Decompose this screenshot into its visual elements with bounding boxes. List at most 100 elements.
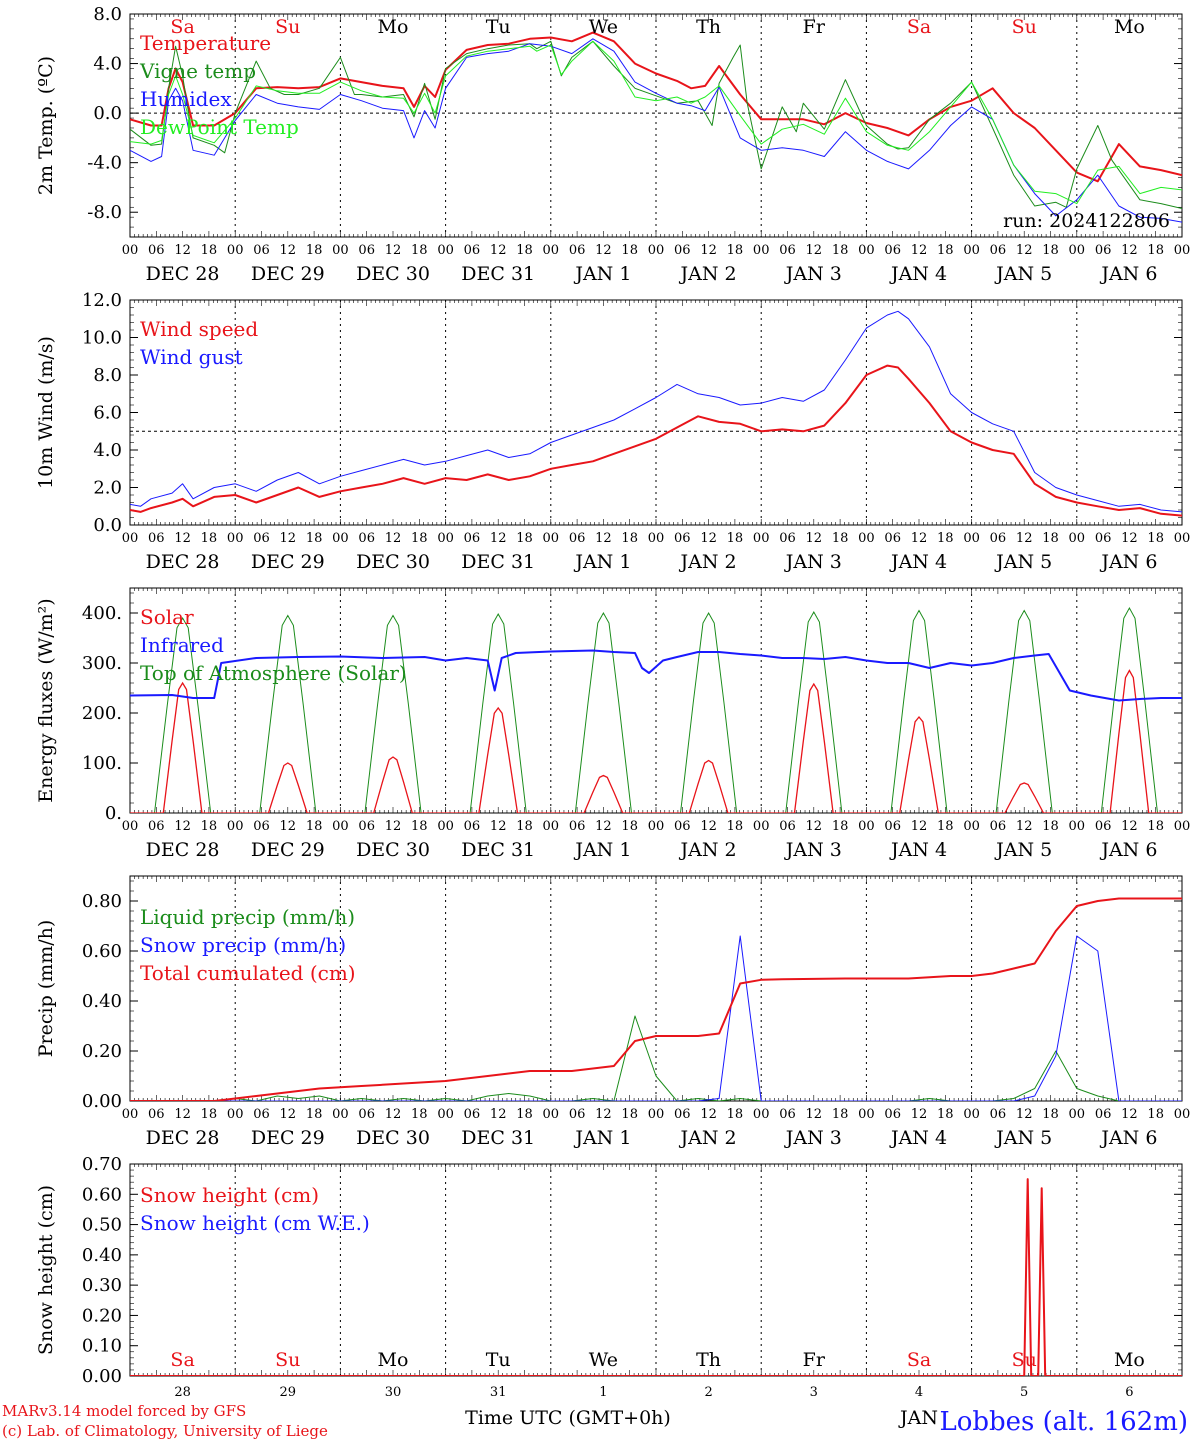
legend-entry: Liquid precip (mm/h) [140, 905, 355, 929]
hour-label: 00 [753, 819, 770, 834]
day-name: Th [696, 16, 721, 38]
date-label: DEC 28 [146, 839, 220, 861]
y-tick-label: -4.0 [87, 153, 122, 174]
model-credit: MARv3.14 model forced by GFS [2, 1402, 246, 1420]
date-label: DEC 30 [356, 839, 430, 861]
hour-label: 00 [227, 243, 244, 258]
day-name: Fr [803, 1349, 826, 1371]
hour-label: 06 [990, 1107, 1007, 1122]
hour-label: 12 [911, 243, 928, 258]
date-label: JAN 2 [679, 839, 737, 861]
panel-snow: 0.00 0.10 0.20 0.30 0.40 0.50 0.60 0.70 Snow hei… [35, 1154, 1183, 1429]
hour-label: 12 [911, 531, 928, 546]
y-tick-label: 2.0 [93, 478, 122, 499]
series-line-wind-gust [130, 310, 1182, 513]
hour-label: 12 [280, 819, 297, 834]
hour-label: 06 [990, 531, 1007, 546]
hour-label: 12 [280, 531, 297, 546]
y-tick-label: 0.20 [82, 1305, 122, 1326]
hour-label: 12 [280, 243, 297, 258]
hour-label: 06 [253, 531, 270, 546]
day-name: Sa [907, 16, 931, 38]
day-number: 31 [490, 1385, 507, 1400]
day-name: Sa [170, 1349, 194, 1371]
legend-entry: Total cumulated (cm) [140, 961, 356, 985]
hour-label: 18 [832, 819, 849, 834]
hour-label: 12 [595, 243, 612, 258]
legend-entry: Wind speed [140, 317, 258, 341]
hour-label: 18 [727, 1107, 744, 1122]
series-line-humidex [130, 38, 1182, 223]
hour-label: 00 [227, 819, 244, 834]
y-tick-label: 0.10 [82, 1336, 122, 1357]
date-label: JAN 1 [573, 839, 631, 861]
hour-label: 12 [174, 243, 191, 258]
date-label: JAN 6 [1099, 1127, 1157, 1149]
legend-entry: Wind gust [140, 345, 243, 369]
date-label: JAN 2 [679, 263, 737, 285]
date-label: DEC 28 [146, 263, 220, 285]
y-tick-label: 0.00 [82, 1091, 122, 1112]
hour-label: 06 [1095, 531, 1112, 546]
hour-label: 18 [727, 531, 744, 546]
hour-label: 12 [806, 243, 823, 258]
hour-label: 12 [700, 243, 717, 258]
date-label: JAN 3 [784, 551, 842, 573]
hour-label: 12 [595, 1107, 612, 1122]
panel-energy: 0. 100. 200. 300. 400. Energy fluxes (W/m²) So… [35, 587, 1190, 861]
series-group [130, 897, 1182, 1101]
hour-label: 18 [411, 1107, 428, 1122]
hour-label: 00 [858, 1107, 875, 1122]
y-tick-label: 4.0 [93, 54, 122, 75]
series-line-infrared [130, 649, 1182, 702]
hour-label: 06 [358, 531, 375, 546]
legend-entry: Infrared [140, 633, 224, 657]
date-label: DEC 28 [146, 1127, 220, 1149]
hour-label: 06 [884, 1107, 901, 1122]
hour-label: 00 [648, 819, 665, 834]
day-number: 28 [174, 1385, 191, 1400]
hour-label: 06 [148, 531, 165, 546]
day-name: Sa [170, 16, 194, 38]
x-axis-title: Time UTC (GMT+0h) [465, 1407, 671, 1429]
station-label: Lobbes (alt. 162m) [939, 1407, 1188, 1437]
hour-label: 18 [201, 1107, 218, 1122]
y-axis-title: Snow height (cm) [35, 1185, 57, 1355]
hour-label: 06 [884, 819, 901, 834]
hour-label: 18 [832, 531, 849, 546]
day-name: Mo [1114, 16, 1145, 38]
hour-label: 12 [1016, 243, 1033, 258]
hour-label: 18 [937, 243, 954, 258]
y-tick-label: 0.80 [82, 891, 122, 912]
hour-label: 18 [306, 531, 323, 546]
hour-label: 12 [1016, 1107, 1033, 1122]
y-tick-label: 0.70 [82, 1154, 122, 1175]
day-number: 5 [1020, 1385, 1028, 1400]
hour-label: 12 [385, 1107, 402, 1122]
hour-label: 12 [490, 1107, 507, 1122]
legend-entry: Temperature [140, 31, 271, 55]
hour-label: 00 [543, 819, 560, 834]
hour-label: 00 [963, 1107, 980, 1122]
hour-label: 06 [569, 531, 586, 546]
series-line-wind-speed [130, 364, 1182, 517]
hour-label: 06 [148, 243, 165, 258]
hour-label: 18 [516, 819, 533, 834]
hour-label: 00 [1174, 243, 1191, 258]
day-number: 3 [810, 1385, 818, 1400]
lab-credit: (c) Lab. of Climatology, University of L… [2, 1422, 328, 1440]
date-label: DEC 31 [461, 1127, 535, 1149]
panel-wind: 0.0 2.0 4.0 6.0 8.0 10.0 12.0 10m Wind (m/s) Win… [35, 290, 1190, 573]
hour-label: 12 [174, 1107, 191, 1122]
hour-label: 06 [569, 1107, 586, 1122]
hour-label: 06 [569, 243, 586, 258]
hour-label: 12 [280, 1107, 297, 1122]
date-label: JAN 2 [679, 1127, 737, 1149]
hour-label: 00 [543, 243, 560, 258]
date-label: DEC 29 [251, 839, 325, 861]
y-tick-label: 300. [82, 653, 122, 674]
day-number: 1 [599, 1385, 607, 1400]
hour-label: 06 [674, 819, 691, 834]
hour-label: 18 [201, 243, 218, 258]
hour-label: 06 [253, 243, 270, 258]
